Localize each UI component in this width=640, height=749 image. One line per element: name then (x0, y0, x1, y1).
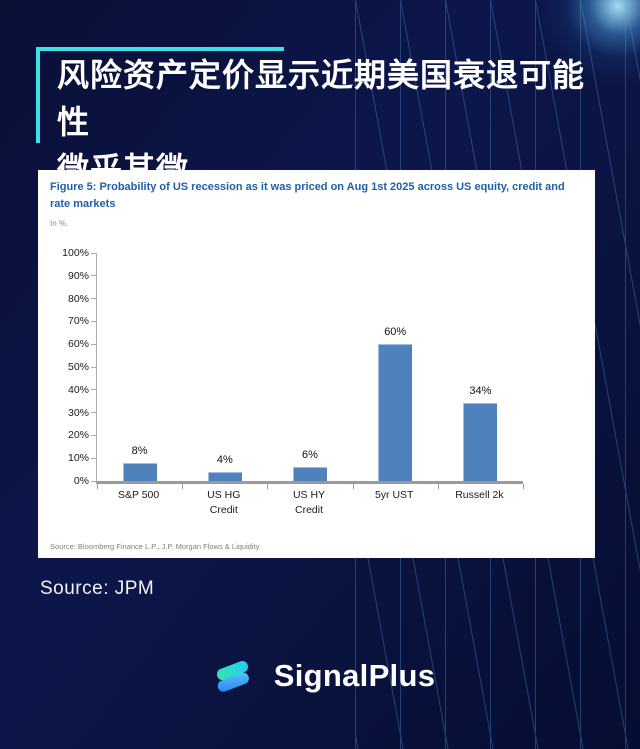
x-tick-mark (97, 484, 98, 489)
x-tick-mark (182, 484, 184, 489)
bar-value-label: 8% (131, 444, 148, 457)
bar (293, 467, 327, 481)
y-tick-label: 70% (67, 315, 89, 328)
x-tick-mark (352, 484, 354, 489)
bar-series: 8% 4% 6% 60% 34% (97, 253, 523, 481)
x-axis-labels: S&P 500 US HG Credit US HY Credit 5yr UST Ru… (96, 488, 522, 517)
y-tick-label: 20% (67, 429, 89, 442)
y-tick-label: 100% (62, 247, 89, 259)
y-tick-label: 50% (67, 361, 89, 373)
y-tick-label: 10% (67, 452, 89, 465)
x-tick-label: 5yr UST (374, 489, 414, 501)
bar-value-label: 6% (302, 449, 318, 462)
brand-logo: SignalPlus (205, 650, 435, 702)
bar-value-label: 34% (469, 385, 492, 398)
bar-cell: 60% (353, 253, 438, 481)
bar-cell: 4% (182, 253, 267, 481)
y-tick-mark (91, 252, 97, 254)
x-tick-label: US HY Credit (292, 489, 326, 516)
figure-title: Figure 5: Probability of US recession as… (50, 181, 565, 210)
bar-value-label: 4% (216, 453, 233, 466)
bar (122, 462, 157, 481)
y-tick-mark (91, 366, 97, 368)
y-tick-mark (91, 457, 97, 459)
figure-panel: Figure 5: Probability of US recession as… (38, 170, 595, 558)
page-title-line1: 风险资产定价显示近期美国衰退可能性 (57, 57, 586, 140)
figure-unit-note: In %. (50, 219, 69, 228)
y-tick-mark (91, 434, 97, 436)
bar-cell: 34% (438, 253, 523, 481)
y-tick-mark (91, 412, 97, 414)
x-tick-label: US HG Credit (207, 489, 241, 516)
y-tick-mark (91, 343, 97, 345)
x-tick-mark (523, 484, 524, 489)
page-title: 风险资产定价显示近期美国衰退可能性 微乎其微 (57, 52, 617, 193)
y-tick-label: 30% (67, 406, 89, 419)
x-tick-mark (267, 484, 269, 489)
title-accent-line-vertical (36, 47, 40, 143)
x-tick-label: Russell 2k (455, 489, 504, 501)
y-tick-label: 40% (67, 383, 89, 396)
y-tick-label: 0% (73, 475, 89, 487)
x-tick-mark (437, 484, 439, 489)
recession-probability-bar-chart: 8% 4% 6% 60% 34% 100% 90% 80% 70% 60% 50% 40% 30% 20… (62, 247, 524, 489)
bar (207, 471, 242, 481)
bar-value-label: 60% (384, 326, 407, 339)
y-tick-mark (91, 389, 97, 391)
bar-cell: 6% (267, 253, 352, 481)
bar (378, 344, 413, 481)
y-tick-label: 90% (67, 269, 89, 282)
y-tick-label: 60% (67, 338, 89, 351)
brand-wordmark: SignalPlus (273, 658, 436, 693)
x-tick-label: S&P 500 (117, 489, 160, 501)
title-accent-line-horizontal (36, 47, 284, 51)
y-tick-label: 80% (67, 292, 89, 305)
y-tick-mark (91, 275, 97, 277)
y-tick-mark (91, 480, 97, 482)
figure-source-note: Source: Bloomberg Finance L.P., J.P. Mor… (50, 542, 261, 551)
bar-cell: 8% (97, 253, 182, 481)
bar (463, 403, 498, 481)
source-caption: Source: JPM (40, 578, 155, 599)
signalplus-logo-icon (216, 661, 249, 692)
y-tick-mark (91, 298, 97, 300)
y-tick-mark (91, 320, 97, 322)
